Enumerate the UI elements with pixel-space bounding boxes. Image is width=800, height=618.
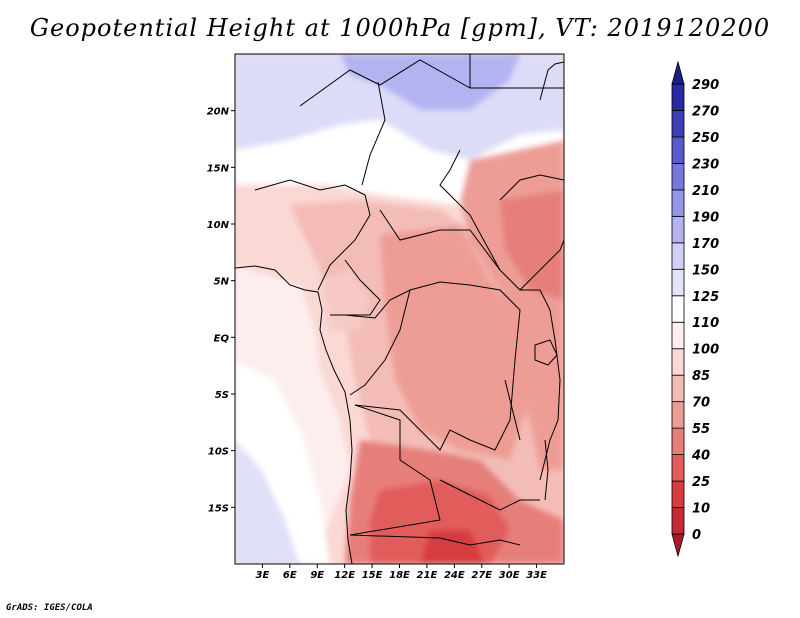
lake-victoria: [534, 339, 558, 366]
region-east-ridge: [500, 190, 564, 300]
colorbar-segment: [671, 427, 685, 455]
colorbar-label: 40: [691, 449, 710, 464]
y-tick-label: 20N: [207, 107, 230, 118]
colorbar-segment: [671, 163, 685, 191]
colorbar-label: 170: [692, 237, 719, 252]
region-kalahari-core: [420, 530, 485, 564]
lake-tanganyika: [504, 379, 521, 441]
colorbar-label: 55: [692, 422, 710, 437]
border-east: [520, 289, 561, 481]
colorbar-label: 210: [692, 184, 719, 199]
colorbar-segment: [671, 83, 685, 111]
border-libya-chad: [299, 59, 471, 107]
colorbar-segment: [671, 215, 685, 244]
colorbar-segment: [671, 401, 685, 429]
border-drc: [354, 281, 521, 451]
colorbar-segment: [671, 321, 685, 350]
y-tick-label: 5N: [214, 277, 230, 288]
colorbar-label: 10: [692, 502, 710, 517]
x-tick-label: 6E: [283, 570, 297, 581]
region-north-deep: [340, 54, 520, 110]
region-atlantic-blue: [235, 440, 300, 564]
x-tick-label: 24E: [444, 570, 465, 581]
height-field: [235, 54, 564, 564]
colorbar-label: 230: [692, 157, 719, 172]
y-tick-label: 10N: [207, 220, 230, 231]
x-tick-label: 18E: [389, 570, 410, 581]
border-ethiopia: [499, 174, 564, 291]
grads-credit: GrADS: IGES/COLA: [6, 603, 93, 613]
colorbar-label: 100: [692, 343, 719, 358]
colorbar-label: 250: [692, 131, 719, 146]
lake-malawi: [544, 439, 549, 501]
colorbar-label: 0: [692, 528, 701, 543]
region-congo-basin: [380, 225, 530, 460]
colorbar-segment: [671, 189, 685, 217]
coastline-west: [235, 265, 353, 564]
x-tick-label: 33E: [526, 570, 547, 581]
x-tick-label: 15E: [362, 570, 383, 581]
colorbar-segment: [671, 348, 685, 376]
border-car: [379, 209, 521, 291]
border-cameroon: [342, 259, 381, 316]
y-tick-label: 15N: [207, 163, 230, 174]
colorbar-label: 270: [692, 104, 719, 119]
colorbar-label: 70: [692, 396, 710, 411]
colorbar-top-triangle: [671, 60, 685, 85]
colorbar-segment: [671, 454, 685, 482]
colorbar-label: 150: [692, 263, 719, 278]
border-niger-chad: [361, 81, 386, 186]
boundaries: [235, 54, 564, 564]
y-tick-label: 15S: [208, 503, 229, 514]
colorbar-segment: [671, 295, 685, 323]
coastline-east: [539, 61, 564, 101]
colorbar-bottom-triangle: [671, 533, 685, 558]
x-tick-label: 12E: [334, 570, 355, 581]
axes: 3E 6E 9E 12E 15E 18E 21E 24E 27E 30E 33E 20N 15N 10N 5…: [207, 107, 547, 581]
colorbar-label: 290: [692, 78, 719, 93]
colorbar-label: 190: [692, 210, 719, 225]
colorbar-segment: [671, 480, 685, 508]
colorbar-label: 85: [692, 369, 710, 384]
chart-title: Geopotential Height at 1000hPa [gpm], VT…: [29, 14, 771, 42]
border-sudan: [439, 54, 564, 271]
border-nigeria: [254, 179, 371, 291]
colorbar-segment: [671, 507, 685, 535]
colorbar-segment: [671, 268, 685, 297]
x-tick-label: 21E: [417, 570, 438, 581]
colorbar-label: 125: [692, 290, 719, 305]
y-tick-label: EQ: [214, 333, 230, 344]
x-tick-label: 3E: [256, 570, 270, 581]
colorbar-label: 110: [692, 316, 719, 331]
y-tick-label: 10S: [208, 447, 229, 458]
border-namibia: [349, 534, 521, 546]
x-tick-label: 30E: [499, 570, 520, 581]
colorbar-segment: [671, 110, 685, 138]
y-tick-label: 5S: [215, 390, 229, 401]
colorbar-segment: [671, 242, 685, 270]
colorbar-segment: [671, 136, 685, 164]
border-angola: [349, 404, 441, 536]
colorbar-segment: [671, 374, 685, 403]
x-tick-label: 27E: [471, 570, 492, 581]
colorbar: 0 10 25 40 55 70 85 100 110 125 150 170 190 210 230 250…: [671, 60, 719, 558]
colorbar-label: 25: [692, 475, 710, 490]
border-zambia: [439, 479, 540, 511]
x-tick-label: 9E: [310, 570, 324, 581]
